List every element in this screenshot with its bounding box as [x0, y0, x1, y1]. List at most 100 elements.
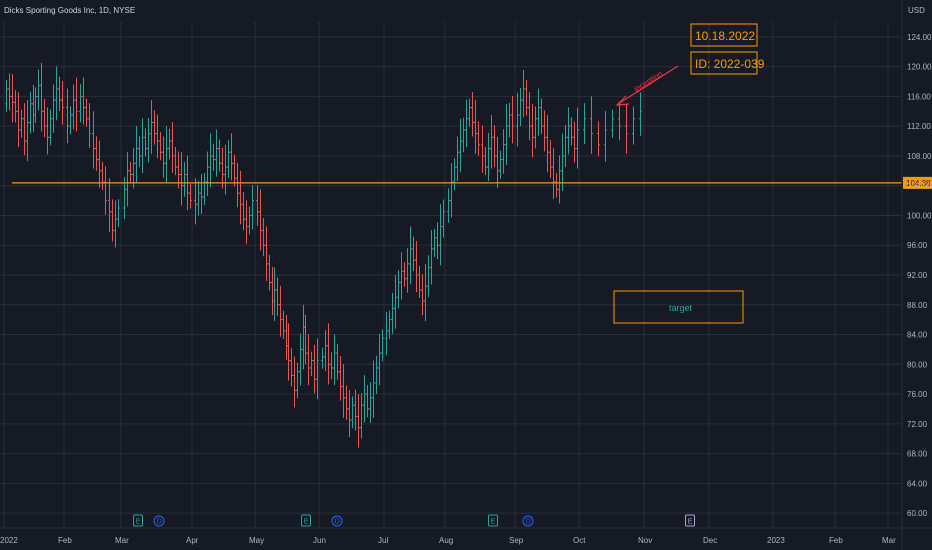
ohlc-bar[interactable]	[92, 111, 95, 169]
ohlc-bar[interactable]	[227, 139, 230, 179]
ohlc-bar[interactable]	[348, 389, 351, 438]
ohlc-bar[interactable]	[625, 103, 628, 154]
ohlc-bar[interactable]	[424, 263, 427, 322]
ohlc-bar[interactable]	[153, 110, 156, 145]
ohlc-bar[interactable]	[262, 218, 265, 257]
ohlc-bar[interactable]	[221, 147, 224, 189]
ohlc-bar[interactable]	[129, 161, 132, 183]
ohlc-bar[interactable]	[611, 109, 614, 138]
ohlc-bar[interactable]	[52, 84, 55, 133]
ohlc-bar[interactable]	[114, 200, 117, 248]
ohlc-bar[interactable]	[543, 110, 546, 152]
ohlc-bar[interactable]	[573, 121, 576, 163]
ohlc-bar[interactable]	[307, 334, 310, 386]
ohlc-bar[interactable]	[561, 133, 564, 191]
ohlc-bar[interactable]	[474, 100, 477, 154]
ohlc-bar[interactable]	[273, 267, 276, 322]
ohlc-bar[interactable]	[366, 385, 369, 417]
ohlc-bar[interactable]	[378, 334, 381, 386]
ohlc-bar[interactable]	[418, 266, 421, 298]
ohlc-bar[interactable]	[333, 334, 336, 386]
ohlc-bar[interactable]	[381, 329, 384, 362]
ohlc-bar[interactable]	[212, 143, 215, 171]
ohlc-bar[interactable]	[49, 109, 52, 146]
ohlc-bar[interactable]	[484, 147, 487, 176]
ohlc-bar[interactable]	[468, 98, 471, 127]
ohlc-bar[interactable]	[345, 385, 348, 420]
id-box[interactable]	[690, 51, 758, 75]
ohlc-bar[interactable]	[290, 348, 293, 387]
ohlc-bar[interactable]	[111, 199, 114, 242]
horizontal-line[interactable]: 104.38	[12, 176, 932, 189]
ohlc-bar[interactable]	[397, 270, 400, 309]
ohlc-bar[interactable]	[372, 360, 375, 418]
ohlc-bar[interactable]	[421, 274, 424, 316]
ohlc-bar[interactable]	[459, 118, 462, 173]
ohlc-bar[interactable]	[95, 136, 98, 171]
ohlc-bar[interactable]	[209, 133, 212, 188]
ohlc-bar[interactable]	[493, 125, 496, 167]
ohlc-bar[interactable]	[330, 352, 333, 380]
ohlc-bar[interactable]	[537, 88, 540, 136]
ohlc-bar[interactable]	[224, 144, 227, 195]
ohlc-bar[interactable]	[101, 161, 104, 191]
ohlc-bar[interactable]	[336, 344, 339, 380]
ohlc-bar[interactable]	[436, 222, 439, 260]
ohlc-bar[interactable]	[156, 114, 159, 159]
dividend-marker[interactable]: D	[522, 515, 534, 527]
dividend-marker[interactable]: D	[331, 515, 343, 527]
ohlc-bar[interactable]	[40, 62, 43, 132]
ohlc-bar[interactable]	[618, 103, 621, 141]
ohlc-bar[interactable]	[265, 226, 268, 281]
ohlc-bar[interactable]	[293, 356, 296, 408]
ohlc-bars[interactable]	[5, 62, 642, 448]
ohlc-bar[interactable]	[564, 125, 567, 167]
ohlc-bar[interactable]	[218, 139, 221, 172]
ohlc-bar[interactable]	[141, 118, 144, 174]
ohlc-bar[interactable]	[147, 117, 150, 163]
ohlc-bar[interactable]	[534, 106, 537, 149]
ohlc-bar[interactable]	[72, 84, 75, 130]
ohlc-bar[interactable]	[400, 252, 403, 300]
ohlc-bar[interactable]	[369, 382, 372, 424]
ohlc-bar[interactable]	[525, 80, 528, 116]
ohlc-bar[interactable]	[256, 184, 259, 226]
ohlc-bar[interactable]	[496, 136, 499, 188]
ohlc-bar[interactable]	[37, 69, 40, 111]
ohlc-bar[interactable]	[296, 362, 299, 399]
dividend-marker[interactable]: D	[153, 515, 165, 527]
ohlc-bar[interactable]	[555, 173, 558, 198]
ohlc-bar[interactable]	[471, 91, 474, 137]
ohlc-bar[interactable]	[351, 396, 354, 429]
ohlc-bar[interactable]	[499, 150, 502, 179]
ohlc-bar[interactable]	[183, 162, 186, 197]
target-box[interactable]	[613, 290, 744, 324]
ohlc-bar[interactable]	[203, 173, 206, 205]
ohlc-bar[interactable]	[339, 356, 342, 401]
ohlc-bar[interactable]	[316, 338, 319, 400]
ohlc-bar[interactable]	[439, 204, 442, 266]
ohlc-bar[interactable]	[69, 106, 72, 135]
ohlc-bar[interactable]	[519, 87, 522, 127]
ohlc-bar[interactable]	[528, 91, 531, 141]
ohlc-bar[interactable]	[324, 330, 327, 371]
ohlc-bar[interactable]	[282, 310, 285, 339]
ohlc-bar[interactable]	[576, 107, 579, 169]
ohlc-bar[interactable]	[104, 166, 107, 215]
ohlc-bar[interactable]	[75, 77, 78, 132]
ohlc-bar[interactable]	[189, 184, 192, 209]
earnings-marker[interactable]: E	[301, 514, 311, 527]
ohlc-bar[interactable]	[55, 66, 58, 121]
ohlc-bar[interactable]	[540, 98, 543, 135]
ohlc-bar[interactable]	[522, 69, 525, 118]
ohlc-bar[interactable]	[82, 77, 85, 125]
ohlc-bar[interactable]	[465, 99, 468, 147]
ohlc-bar[interactable]	[159, 132, 162, 161]
ohlc-bar[interactable]	[590, 96, 593, 154]
ohlc-bar[interactable]	[357, 394, 360, 448]
ohlc-bar[interactable]	[14, 90, 17, 123]
ohlc-bar[interactable]	[505, 103, 508, 165]
ohlc-bar[interactable]	[394, 275, 397, 329]
ohlc-bar[interactable]	[391, 292, 394, 334]
